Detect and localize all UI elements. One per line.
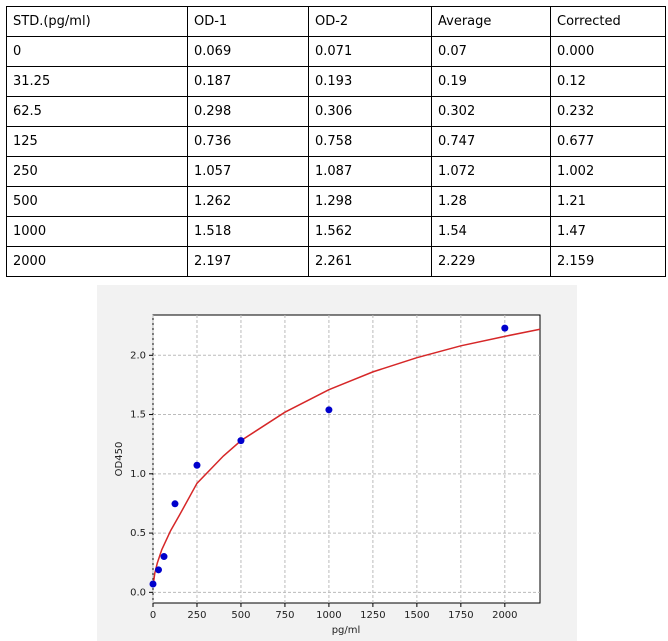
x-axis-label: pg/ml <box>332 625 361 636</box>
y-tick-label: 0.0 <box>130 587 146 598</box>
x-tick-label: 750 <box>275 610 294 621</box>
table-cell: 2.159 <box>550 246 666 277</box>
data-point <box>325 406 333 414</box>
x-tick-label: 250 <box>187 610 206 621</box>
data-point <box>154 566 162 574</box>
x-tick-label: 1750 <box>448 610 473 621</box>
table-row: 0 0.069 0.071 0.07 0.000 <box>6 36 666 67</box>
y-tick-label: 0.5 <box>130 528 146 539</box>
table-cell: 0.193 <box>308 66 432 97</box>
y-tick-label: 2.0 <box>130 350 146 361</box>
table-cell: STD.(pg/ml) <box>6 6 188 37</box>
table-cell: 0.069 <box>187 36 309 67</box>
y-tick-label: 1.5 <box>130 410 146 421</box>
plot-area <box>152 314 541 604</box>
fit-curve <box>152 328 541 587</box>
table-row: 1000 1.518 1.562 1.54 1.47 <box>6 216 666 247</box>
x-tick-label: 1500 <box>404 610 429 621</box>
data-point <box>501 324 509 332</box>
table-cell: Corrected <box>550 6 666 37</box>
table-cell: Average <box>431 6 551 37</box>
table-cell: 2000 <box>6 246 188 277</box>
table-cell: 0.071 <box>308 36 432 67</box>
header-row: STD.(pg/ml) OD-1 OD-2 Average Corrected <box>6 6 666 37</box>
table-row: 62.5 0.298 0.306 0.302 0.232 <box>6 96 666 127</box>
x-tick-label: 500 <box>231 610 250 621</box>
table-cell: 0.306 <box>308 96 432 127</box>
table-cell: 1.057 <box>187 156 309 187</box>
table-row: 2000 2.197 2.261 2.229 2.159 <box>6 246 666 277</box>
table-cell: 1.002 <box>550 156 666 187</box>
table-cell: 1.072 <box>431 156 551 187</box>
table-cell: 0.19 <box>431 66 551 97</box>
table-cell: 0.302 <box>431 96 551 127</box>
data-point <box>149 580 157 588</box>
table-cell: 1.21 <box>550 186 666 217</box>
x-tick-label: 0 <box>150 610 156 621</box>
y-axis-label: OD450 <box>114 442 125 477</box>
table-cell: 62.5 <box>6 96 188 127</box>
data-point <box>237 437 245 445</box>
data-table: STD.(pg/ml) OD-1 OD-2 Average Corrected 0 0.06… <box>6 6 666 277</box>
data-point <box>171 500 179 508</box>
table-cell: 1000 <box>6 216 188 247</box>
table-cell: OD-1 <box>187 6 309 37</box>
table-cell: 0.736 <box>187 126 309 157</box>
data-point <box>160 553 168 561</box>
x-tick-label: 1250 <box>360 610 385 621</box>
table-cell: 0.747 <box>431 126 551 157</box>
x-tick-label: 2000 <box>492 610 517 621</box>
table-cell: 500 <box>6 186 188 217</box>
table-cell: 1.47 <box>550 216 666 247</box>
table-cell: 2.197 <box>187 246 309 277</box>
table-cell: 2.229 <box>431 246 551 277</box>
data-point <box>193 461 201 469</box>
y-tick-label: 1.0 <box>130 469 146 480</box>
table-cell: 1.54 <box>431 216 551 247</box>
x-tick-label: 1000 <box>316 610 341 621</box>
